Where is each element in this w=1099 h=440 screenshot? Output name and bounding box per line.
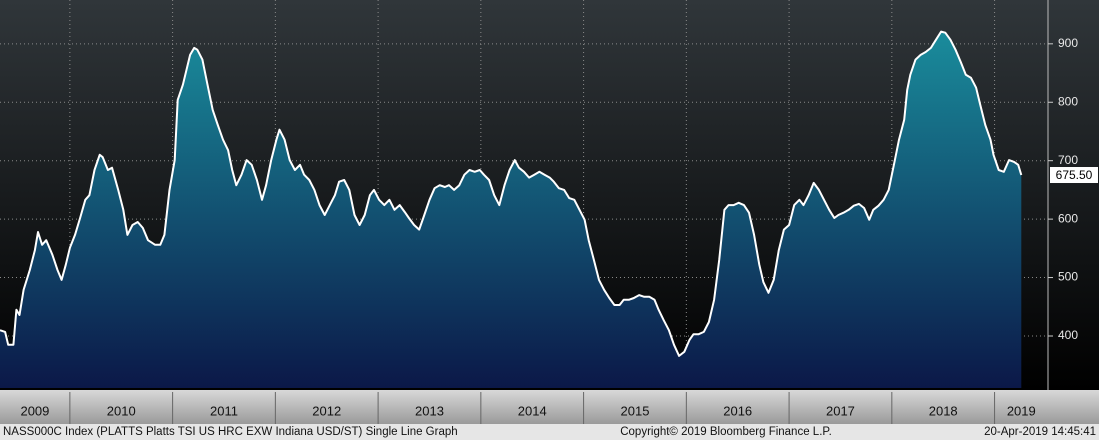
y-tick-label: 400 xyxy=(1058,328,1078,342)
x-tick-label: 2016 xyxy=(723,403,752,418)
y-tick-label: 600 xyxy=(1058,211,1078,225)
x-tick-label: 2011 xyxy=(210,403,238,418)
y-tick-label: 900 xyxy=(1058,36,1078,50)
y-tick-label: 500 xyxy=(1058,270,1078,284)
price-line xyxy=(0,30,1023,357)
footer-center: Copyright© 2019 Bloomberg Finance L.P. xyxy=(620,426,832,438)
footer-bar xyxy=(0,424,1099,440)
footer-left: NASS000C Index (PLATTS Platts TSI US HRC… xyxy=(3,426,458,438)
x-tick-label: 2013 xyxy=(415,403,444,418)
x-tick-label: 2012 xyxy=(312,403,341,418)
x-tick-label: 2015 xyxy=(621,403,650,418)
y-tick-label: 800 xyxy=(1058,94,1078,108)
last-price-box xyxy=(1050,167,1098,184)
x-tick-label: 2019 xyxy=(1007,403,1036,418)
year-band xyxy=(0,390,1099,424)
x-tick-label: 2010 xyxy=(107,403,136,418)
x-tick-label: 2018 xyxy=(929,403,958,418)
x-tick-label: 2014 xyxy=(518,403,547,418)
x-tick-label: 2017 xyxy=(826,403,855,418)
footer-right: 20-Apr-2019 14:45:41 xyxy=(984,426,1096,438)
x-tick-label: 2009 xyxy=(20,403,49,418)
last-price-label: 675.50 xyxy=(1056,168,1093,182)
y-tick-label: 700 xyxy=(1058,153,1078,167)
area-fill xyxy=(0,31,1022,388)
